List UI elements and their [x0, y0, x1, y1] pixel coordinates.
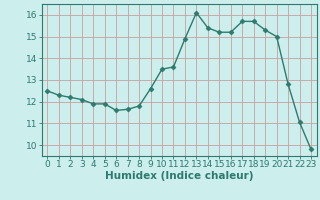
X-axis label: Humidex (Indice chaleur): Humidex (Indice chaleur): [105, 171, 253, 181]
